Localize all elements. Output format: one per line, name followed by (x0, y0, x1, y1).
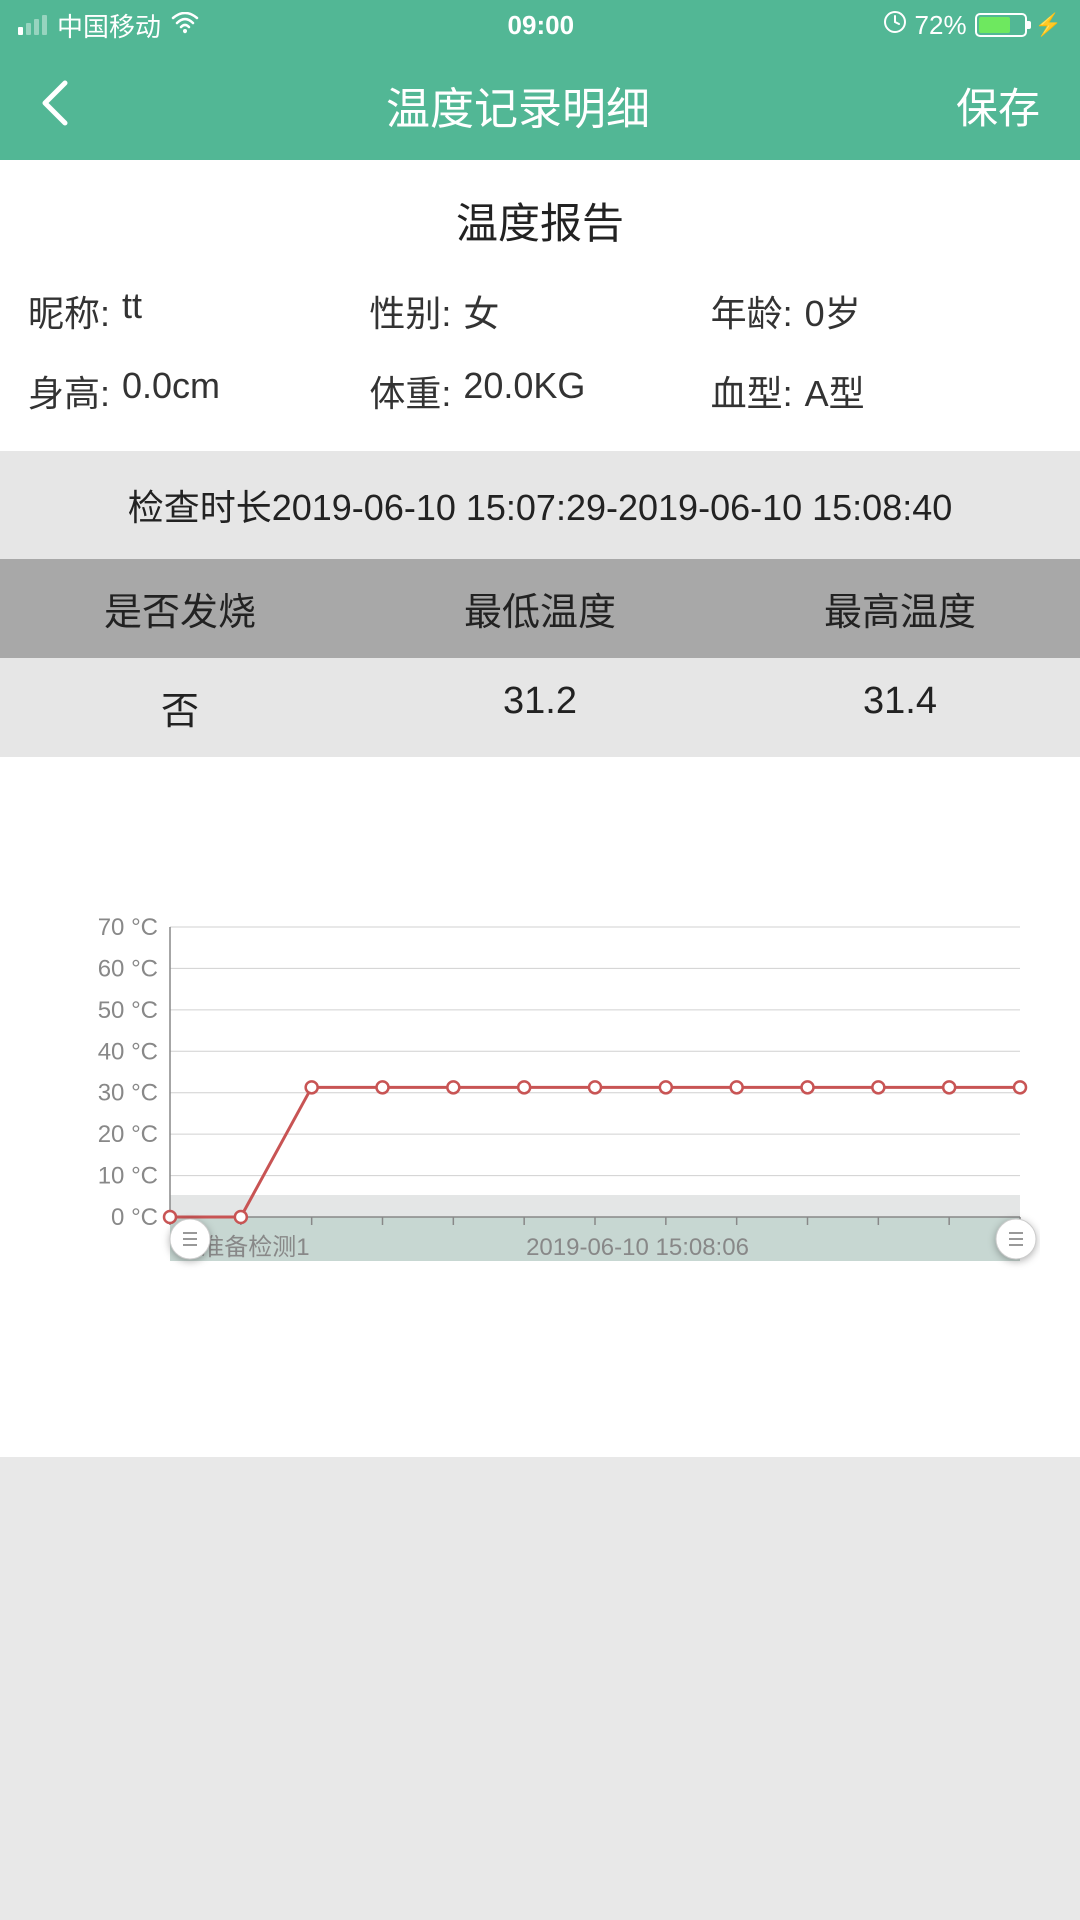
wifi-icon (171, 10, 199, 41)
th-fever: 是否发烧 (0, 559, 360, 658)
battery-icon (975, 13, 1027, 37)
svg-text:60 °C: 60 °C (98, 955, 158, 982)
status-bar: 中国移动 09:00 72% ⚡ (0, 0, 1080, 50)
th-min: 最低温度 (360, 559, 720, 658)
th-max: 最高温度 (720, 559, 1080, 658)
back-button[interactable] (40, 78, 80, 133)
svg-text:40 °C: 40 °C (98, 1038, 158, 1065)
signal-icon (18, 15, 47, 35)
age-label: 年龄: (711, 285, 793, 337)
report-title: 温度报告 (0, 160, 1080, 275)
svg-text:0 °C: 0 °C (111, 1204, 158, 1231)
nav-bar: 温度记录明细 保存 (0, 50, 1080, 160)
charging-icon: ⚡ (1035, 12, 1062, 38)
info-age: 年龄: 0岁 (711, 285, 1052, 337)
gender-label: 性别: (369, 285, 451, 337)
td-fever: 否 (0, 658, 360, 757)
save-button[interactable]: 保存 (956, 75, 1040, 136)
info-grid: 昵称: tt 性别: 女 年龄: 0岁 身高: 0.0cm 体重: 20.0KG… (0, 275, 1080, 451)
status-time: 09:00 (508, 10, 575, 41)
nickname-value: tt (122, 285, 142, 337)
status-left: 中国移动 (18, 7, 199, 44)
footer-space (0, 1457, 1080, 1920)
svg-text:20 °C: 20 °C (98, 1121, 158, 1148)
info-weight: 体重: 20.0KG (369, 365, 710, 417)
svg-text:50 °C: 50 °C (98, 997, 158, 1024)
summary-table-header: 是否发烧 最低温度 最高温度 (0, 559, 1080, 658)
height-label: 身高: (28, 365, 110, 417)
content-area: 温度报告 昵称: tt 性别: 女 年龄: 0岁 身高: 0.0cm 体重: 2… (0, 160, 1080, 1457)
nickname-label: 昵称: (28, 285, 110, 337)
carrier-label: 中国移动 (57, 7, 161, 44)
blood-label: 血型: (711, 365, 793, 417)
svg-text:10 °C: 10 °C (98, 1163, 158, 1190)
info-height: 身高: 0.0cm (28, 365, 369, 417)
status-right: 72% ⚡ (883, 10, 1062, 41)
age-value: 0岁 (805, 285, 861, 337)
svg-text:30 °C: 30 °C (98, 1080, 158, 1107)
weight-value: 20.0KG (463, 365, 585, 417)
info-blood: 血型: A型 (711, 365, 1052, 417)
info-nickname: 昵称: tt (28, 285, 369, 337)
td-min: 31.2 (360, 658, 720, 757)
check-time-bar: 检查时长2019-06-10 15:07:29-2019-06-10 15:08… (0, 451, 1080, 559)
height-value: 0.0cm (122, 365, 220, 417)
weight-label: 体重: (369, 365, 451, 417)
battery-percent: 72% (915, 10, 967, 41)
svg-text:70 °C: 70 °C (98, 917, 158, 941)
svg-text:准备检测1: 准备检测1 (200, 1234, 309, 1261)
td-max: 31.4 (720, 658, 1080, 757)
summary-table-row: 否 31.2 31.4 (0, 658, 1080, 757)
rotation-lock-icon (883, 10, 907, 41)
info-gender: 性别: 女 (369, 285, 710, 337)
page-title: 温度记录明细 (386, 73, 650, 137)
gender-value: 女 (463, 285, 499, 337)
svg-text:2019-06-10 15:08:06: 2019-06-10 15:08:06 (526, 1234, 749, 1261)
chart-svg: 0 °C 10 °C 20 °C 30 °C 40 °C 50 °C 60 °C 70 °C 准… (40, 917, 1040, 1297)
temperature-chart: 0 °C 10 °C 20 °C 30 °C 40 °C 50 °C 60 °C 70 °C 准… (0, 757, 1080, 1457)
blood-value: A型 (805, 365, 865, 417)
